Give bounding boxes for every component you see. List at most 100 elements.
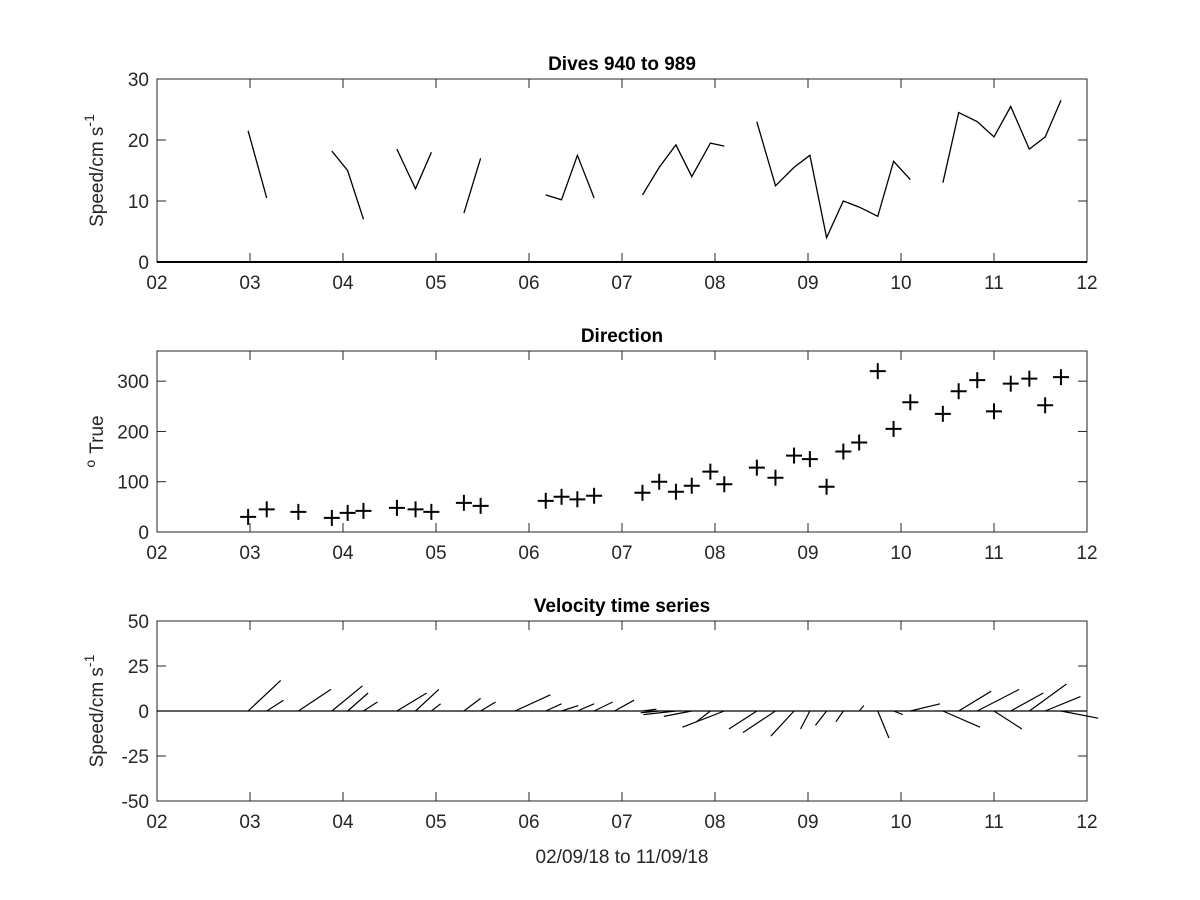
velocity-stick	[1028, 683, 1067, 712]
velocity-stick	[835, 710, 844, 723]
x-tick-label: 07	[611, 273, 632, 294]
x-tick-label: 07	[611, 543, 632, 564]
y-axis-label: Speed/cm s-1	[81, 114, 108, 227]
velocity-stick	[614, 699, 635, 712]
data-point-plus	[323, 509, 340, 526]
velocity-stick	[363, 701, 378, 712]
chart-title: Dives 940 to 989	[548, 54, 696, 75]
x-tick-label: 02	[146, 273, 167, 294]
y-axis-label-text: True	[87, 415, 108, 453]
y-tick-label: 0	[138, 253, 149, 274]
data-point-plus	[801, 451, 818, 468]
velocity-stick	[430, 703, 442, 712]
data-point-plus	[683, 477, 700, 494]
y-tick-label: 10	[128, 192, 149, 213]
velocity-stick	[561, 705, 579, 712]
y-axis-label-superscript: -1	[81, 114, 97, 127]
velocity-stick	[463, 697, 482, 712]
data-point-plus	[1052, 369, 1069, 386]
y-axis-label-text: Speed/cm s	[87, 127, 108, 227]
x-tick-label: 10	[890, 273, 911, 294]
velocity-stick	[593, 701, 613, 712]
velocity-stick	[545, 703, 562, 712]
x-tick-label: 11	[984, 543, 1004, 564]
velocity-stick	[858, 705, 865, 712]
x-tick-label: 08	[704, 273, 725, 294]
velocity-stick	[877, 710, 890, 739]
velocity-stick	[247, 679, 282, 712]
y-tick-label: 200	[117, 422, 149, 443]
x-tick-label: 08	[704, 812, 725, 833]
velocity-stick	[942, 710, 981, 728]
velocity-stick	[742, 710, 776, 734]
velocity-stick	[893, 710, 904, 716]
data-point-plus	[835, 443, 852, 460]
data-point-plus	[667, 483, 684, 500]
y-axis-label: Speed/cm s-1	[81, 654, 108, 767]
velocity-stick	[993, 710, 1023, 730]
x-tick-label: 08	[704, 543, 725, 564]
x-tick-label: 03	[239, 812, 260, 833]
data-point-plus	[553, 488, 570, 505]
data-point-plus	[986, 403, 1002, 420]
y-tick-label: 50	[128, 612, 149, 633]
velocity-stick	[682, 710, 725, 728]
velocity-stick	[415, 688, 440, 712]
data-point-plus	[818, 478, 835, 495]
x-tick-label: 04	[332, 543, 354, 564]
data-point-plus	[634, 484, 651, 501]
data-point-plus	[885, 420, 902, 437]
data-point-plus	[651, 473, 668, 490]
series-line-segment	[545, 153, 595, 201]
y-tick-label: 0	[138, 523, 149, 544]
data-point-plus	[586, 487, 603, 504]
x-tick-label: 02	[146, 543, 167, 564]
x-tick-label: 06	[518, 812, 539, 833]
velocity-stick	[298, 688, 332, 712]
velocity-stick	[800, 710, 811, 730]
y-tick-label: 30	[128, 70, 149, 91]
x-tick-label: 05	[425, 543, 446, 564]
x-axis-label: 02/09/18 to 11/09/18	[536, 847, 709, 868]
y-tick-label: 20	[128, 131, 149, 152]
x-tick-label: 10	[890, 543, 911, 564]
y-tick-label: 300	[117, 372, 149, 393]
velocity-stick	[1060, 710, 1099, 719]
x-tick-label: 09	[797, 812, 818, 833]
data-point-plus	[1021, 370, 1038, 387]
x-tick-label: 09	[797, 273, 818, 294]
data-point-plus	[786, 447, 803, 464]
velocity-stick	[958, 690, 992, 712]
x-tick-label: 03	[239, 543, 260, 564]
x-tick-label: 05	[425, 812, 446, 833]
y-axis-label-superscript: o	[82, 460, 98, 468]
data-point-plus	[851, 434, 868, 451]
data-point-plus	[388, 499, 405, 516]
velocity-stick	[640, 710, 660, 714]
velocity-panel: Velocity time series 02 03 04 05 06 07 08 09 10 11…	[81, 596, 1099, 868]
data-point-plus	[339, 504, 356, 521]
x-tick-label: 06	[518, 273, 539, 294]
x-tick-label: 12	[1076, 273, 1097, 294]
velocity-stick	[396, 692, 428, 712]
velocity-stick	[663, 710, 692, 717]
data-point-plus	[748, 459, 765, 476]
velocity-stick	[910, 703, 941, 712]
velocity-stick	[696, 710, 711, 723]
velocity-stick	[976, 688, 1020, 712]
x-tick-label: 12	[1076, 543, 1097, 564]
velocity-stick	[347, 692, 369, 712]
data-point-plus	[355, 502, 372, 519]
velocity-stick	[643, 710, 677, 716]
data-point-plus	[950, 383, 967, 400]
velocity-stick	[728, 710, 758, 730]
data-point-plus	[1037, 397, 1054, 414]
data-point-plus	[423, 503, 440, 520]
y-tick-label: 25	[128, 657, 149, 678]
x-tick-label: 12	[1076, 812, 1097, 833]
velocity-stick	[331, 685, 363, 712]
velocity-stick	[480, 701, 496, 712]
x-tick-label: 10	[890, 812, 911, 833]
x-tick-label: 07	[611, 812, 632, 833]
data-point-plus	[240, 508, 257, 525]
